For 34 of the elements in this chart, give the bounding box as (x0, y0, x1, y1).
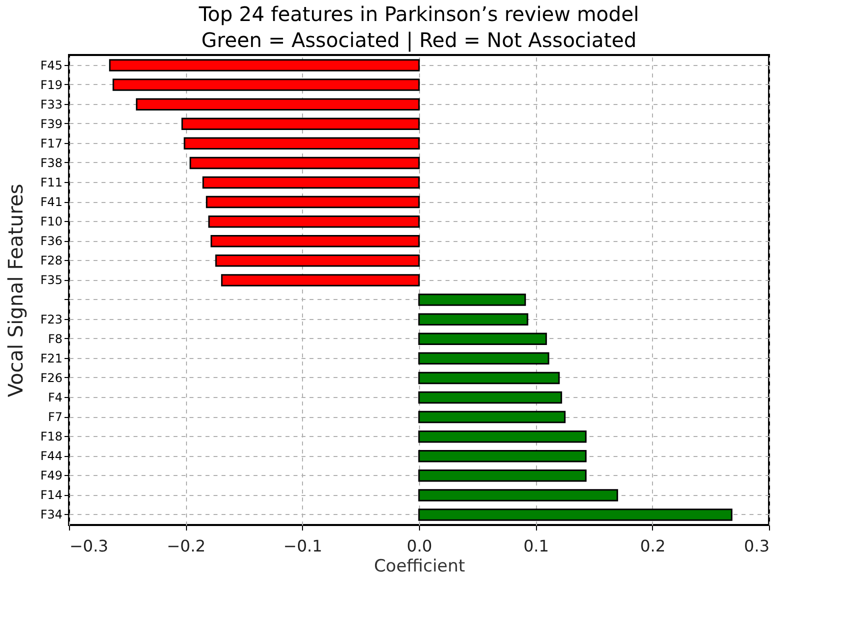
x-tick-label: 0.3 (744, 536, 770, 556)
y-tick-label: F45 (40, 58, 62, 72)
y-tick-label: F38 (40, 156, 62, 170)
y-axis-title: Vocal Signal Features (3, 184, 28, 398)
y-tick-label: F17 (40, 136, 62, 150)
y-tick-label: F36 (40, 234, 62, 248)
y-tick-label: F26 (40, 370, 62, 385)
y-tick-label: F19 (40, 78, 62, 92)
y-tick-label: F28 (40, 254, 62, 268)
y-tick-label: F44 (40, 449, 62, 464)
x-axis-title: Coefficient (374, 556, 466, 576)
chart-title: Top 24 features in Parkinson’s review model (198, 2, 640, 26)
y-tick-label: F33 (40, 97, 62, 112)
x-tick-label: 0.1 (523, 536, 549, 556)
x-tick-label: −0.3 (70, 536, 108, 556)
y-tick-label: F21 (40, 351, 62, 366)
y-tick-label: F4 (48, 390, 62, 404)
y-tick-label: F18 (40, 430, 62, 444)
y-tick-label: F35 (40, 273, 62, 288)
x-tick-label: 0.2 (640, 536, 666, 556)
y-tick-label: F7 (48, 410, 62, 424)
y-tick-label: F41 (40, 195, 62, 210)
y-tick-label: F23 (40, 312, 62, 326)
y-tick-label: F10 (40, 214, 62, 229)
y-tick-label: F49 (40, 468, 62, 483)
y-tick-label: F8 (48, 332, 62, 346)
x-tick-label: −0.2 (166, 536, 206, 556)
chart-subtitle: Green = Associated | Red = Not Associated (201, 28, 637, 52)
y-tick-label: F39 (40, 116, 62, 131)
x-tick-label: 0.0 (406, 536, 432, 556)
y-tick-label: F14 (40, 488, 62, 502)
y-tick-label: F34 (40, 508, 62, 522)
y-tick-label: F11 (40, 176, 62, 190)
x-tick-label: −0.1 (283, 536, 322, 556)
